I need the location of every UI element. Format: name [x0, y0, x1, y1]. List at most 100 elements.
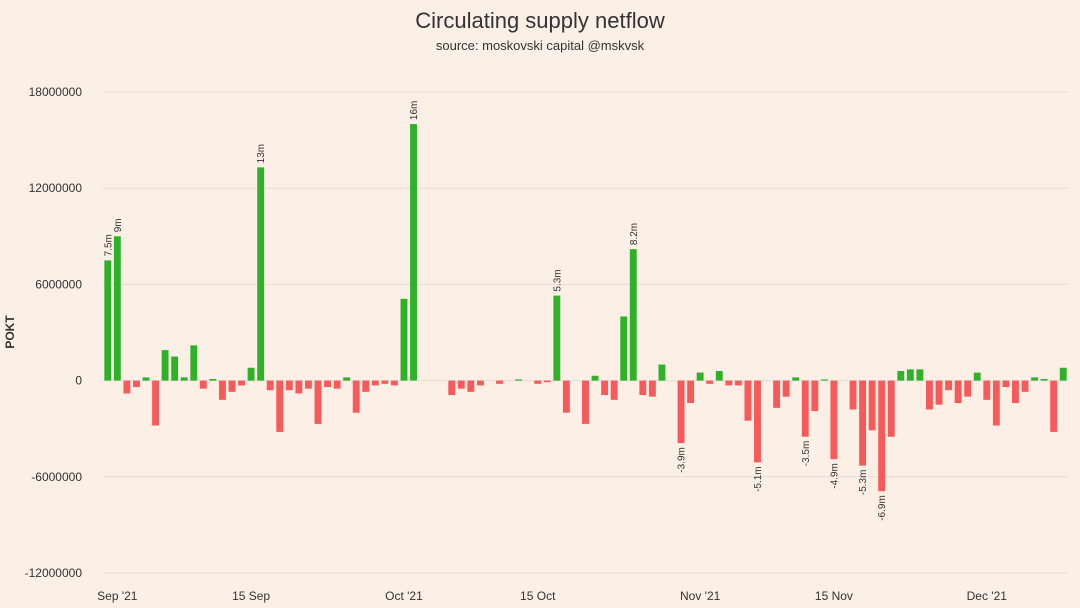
bar [133, 380, 140, 388]
bar [123, 380, 131, 394]
bars [104, 124, 1067, 492]
bar [648, 380, 656, 397]
bar [180, 377, 188, 381]
bar [333, 380, 341, 389]
bar [543, 380, 551, 383]
data-label: 16m [409, 101, 420, 120]
bar [104, 260, 112, 381]
bar [629, 249, 637, 381]
y-tick-label: -12000000 [25, 566, 83, 580]
x-tick-label: 15 Sep [232, 589, 270, 603]
bar [582, 380, 589, 424]
bar [476, 380, 484, 386]
bar [228, 380, 236, 392]
bar [534, 380, 542, 384]
x-tick-label: 15 Nov [815, 589, 853, 603]
bar [276, 380, 284, 432]
bar [849, 380, 857, 410]
bar [142, 377, 150, 381]
bar [410, 124, 417, 381]
bar [247, 367, 255, 381]
chart-title: Circulating supply netflow [415, 8, 665, 33]
bar [1040, 378, 1048, 381]
bar [782, 380, 790, 397]
bar [171, 356, 179, 381]
bar [792, 377, 800, 381]
bar [238, 380, 245, 386]
y-axis-label: POKT [3, 315, 17, 349]
bar [457, 380, 465, 389]
bar [801, 380, 809, 437]
bar [113, 236, 121, 381]
bar [744, 380, 752, 421]
data-label: -4.9m [829, 463, 840, 489]
bar [381, 380, 389, 384]
bar [1012, 380, 1019, 404]
bar [448, 380, 456, 396]
bar [266, 380, 274, 391]
bar [343, 377, 351, 381]
data-label: 5.3m [552, 269, 563, 291]
bar [390, 380, 398, 386]
x-tick-label: Oct '21 [385, 589, 423, 603]
bar [553, 295, 561, 381]
bar [973, 372, 981, 381]
data-labels: 7.5m 9m 13m 16m 5.3m 8.2m -3.9m -5.1m -3.5m -4.9m… [103, 101, 888, 521]
bar [859, 380, 867, 466]
data-label: 7.5m [103, 234, 114, 256]
bar [830, 380, 838, 460]
data-label: -3.9m [677, 447, 688, 473]
bar [811, 380, 819, 412]
bar [754, 380, 761, 463]
bar [620, 316, 628, 381]
bar [295, 380, 303, 394]
bar [1059, 367, 1067, 381]
bar [152, 380, 159, 426]
data-label: 9m [113, 218, 124, 232]
x-tick-label: Nov '21 [680, 589, 721, 603]
bar [218, 380, 226, 400]
bar [496, 380, 503, 384]
bar [820, 379, 828, 381]
bar [696, 372, 704, 381]
bar [610, 380, 618, 400]
bar [983, 380, 991, 400]
y-tick-label: 18000000 [29, 85, 83, 99]
bar [868, 380, 876, 431]
bar [515, 379, 523, 381]
bar [257, 167, 265, 381]
bar [161, 350, 169, 381]
bar [887, 380, 895, 437]
bar [199, 380, 207, 389]
bar [467, 380, 475, 392]
bar [400, 298, 408, 381]
data-label: -5.3m [858, 470, 869, 496]
y-tick-label: 0 [75, 374, 82, 388]
bar [715, 370, 723, 381]
chart-subtitle: source: moskovski capital @mskvsk [436, 38, 645, 53]
bar [687, 380, 695, 404]
bar [190, 345, 198, 381]
bar [1021, 380, 1029, 392]
bar [734, 380, 742, 386]
data-label: -3.5m [801, 441, 812, 467]
bar [562, 380, 570, 413]
bar [324, 380, 331, 388]
bar [591, 375, 599, 381]
bar [725, 380, 733, 386]
data-label: -6.9m [877, 495, 888, 521]
gridlines [103, 91, 1068, 574]
bar [935, 380, 943, 405]
bar [639, 380, 647, 396]
bar [304, 380, 312, 389]
bar [878, 380, 886, 492]
bar [285, 380, 293, 391]
data-label: 8.2m [629, 223, 640, 245]
y-tick-label: 12000000 [29, 181, 83, 195]
x-tick-label: Sep '21 [97, 589, 138, 603]
y-tick-label: 6000000 [35, 277, 82, 291]
bar [1050, 380, 1058, 432]
x-axis: Sep '21 15 Sep Oct '21 15 Oct Nov '21 15 Nov D… [97, 589, 1007, 603]
bar [209, 378, 217, 381]
